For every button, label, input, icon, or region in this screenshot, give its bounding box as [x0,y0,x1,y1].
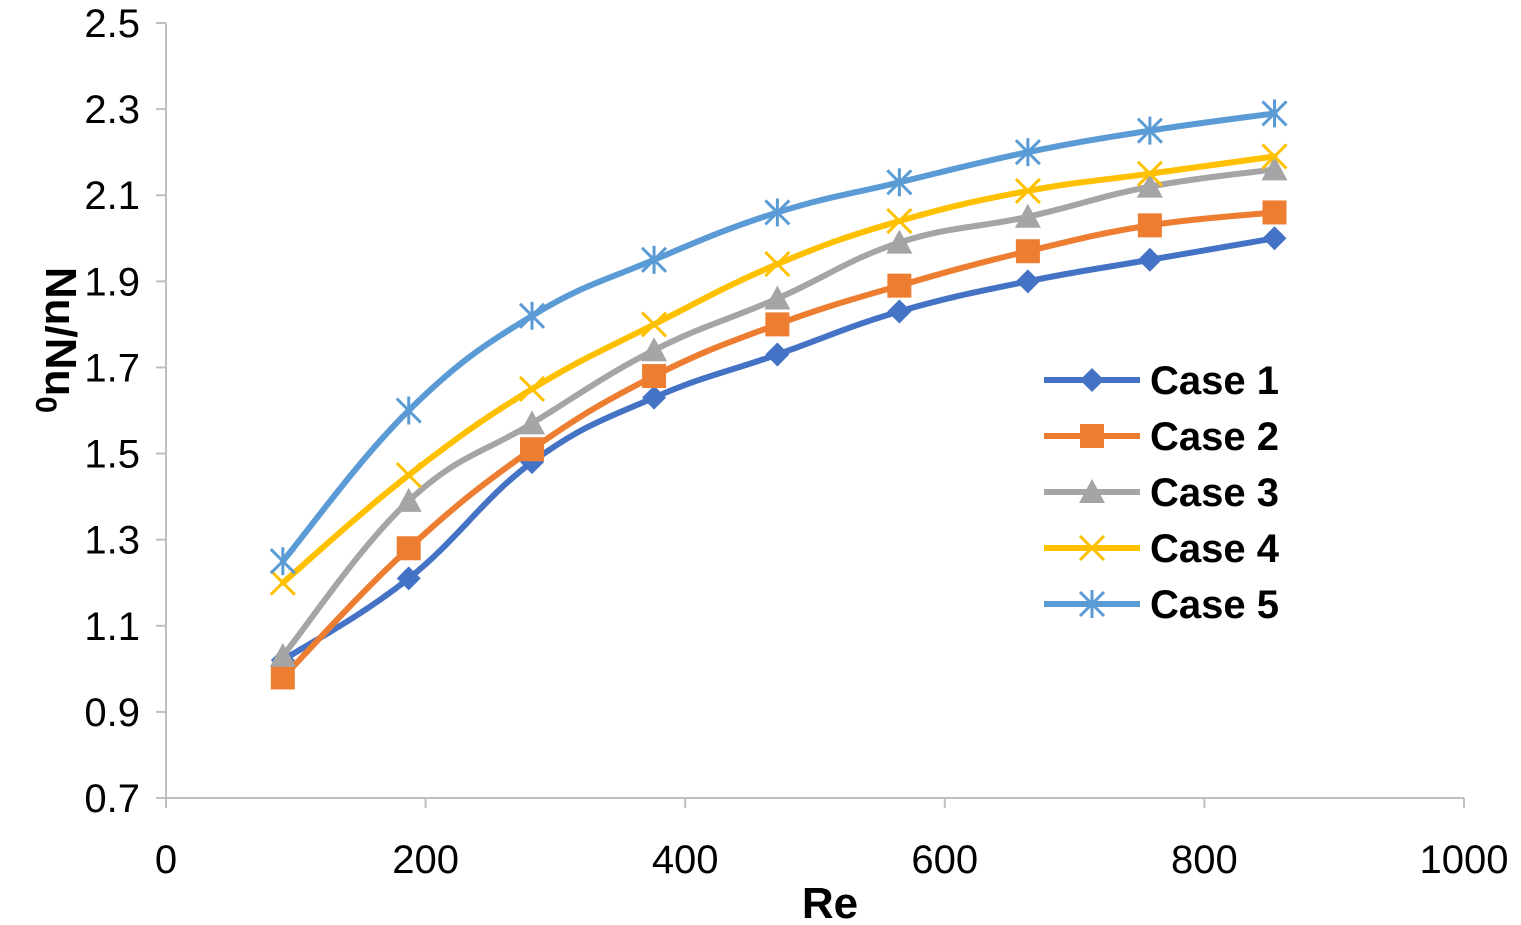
series-line-case-3 [279,166,1278,659]
y-tick-label: 1.9 [84,260,140,304]
data-point-case-3 [764,285,791,310]
data-point-case-5 [764,198,791,227]
data-point-case-2 [642,364,667,389]
data-point-case-1 [1015,269,1040,294]
data-point-case-3 [641,337,668,362]
y-tick-label: 0.9 [84,691,140,735]
x-axis-ticks: 0 200 400 600 800 1000 [155,798,1509,882]
chart-axes [165,23,1464,799]
y-tick-label: 1.3 [84,519,140,563]
data-point-case-1 [765,342,790,367]
legend-marker [1080,368,1104,392]
data-point-case-2 [396,536,421,561]
data-point-case-4 [1136,160,1163,187]
data-point-case-1 [396,566,421,591]
y-axis-title: Nu/Nu0 [29,267,85,413]
data-point-case-1 [1137,247,1162,272]
data-point-case-2 [1262,200,1287,225]
data-point-case-1 [642,385,667,410]
y-tick-label: 1.7 [84,346,140,390]
data-point-case-4 [518,375,546,403]
x-tick-label: 800 [1171,838,1238,882]
legend-item-case-1: Case 1 [1044,359,1279,403]
legend-item-case-3: Case 3 [1044,471,1279,515]
legend-label: Case 1 [1150,359,1279,403]
data-point-case-5 [518,301,546,330]
legend-label: Case 5 [1150,583,1279,627]
data-point-case-5 [1261,99,1288,128]
data-point-case-3 [1261,156,1288,181]
y-tick-label: 1.1 [84,605,140,649]
svg-text:Nu/Nu0: Nu/Nu0 [29,267,85,413]
data-point-case-4 [764,251,791,278]
data-point-case-2 [765,312,790,337]
data-point-case-4 [1014,177,1041,204]
x-tick-label: 0 [155,838,177,882]
legend-item-case-5: Case 5 [1044,583,1279,627]
legend-label: Case 4 [1150,527,1280,571]
data-point-case-2 [270,665,295,690]
data-point-case-3 [886,229,913,254]
x-tick-label: 200 [392,838,459,882]
series-line-case-2 [279,209,1278,681]
y-tick-label: 1.5 [84,433,140,477]
series-lines [279,110,1278,681]
data-point-case-5 [1136,116,1163,145]
data-point-case-2 [520,437,545,462]
y-tick-label: 2.3 [84,88,140,132]
data-point-case-5 [395,396,422,425]
data-point-case-5 [886,168,913,197]
legend-marker [1078,534,1106,562]
y-tick-label: 2.5 [84,2,140,46]
data-point-case-5 [1014,138,1041,167]
y-tick-label: 0.7 [84,777,140,821]
x-tick-label: 1000 [1420,838,1509,882]
data-point-case-4 [886,207,913,235]
x-tick-label: 400 [652,838,719,882]
legend-item-case-4: Case 4 [1044,527,1280,571]
data-point-case-2 [1015,239,1040,264]
data-point-case-5 [640,245,668,274]
data-point-case-1 [887,299,912,324]
x-tick-label: 600 [911,838,978,882]
legend-item-case-2: Case 2 [1044,415,1279,459]
legend-marker [1078,590,1106,618]
data-point-case-3 [1136,173,1163,198]
data-point-case-1 [1262,226,1287,251]
data-point-case-4 [640,311,668,338]
y-axis-ticks: 0.7 0.9 1.1 1.3 1.5 1.7 1.9 2.1 2.3 2.5 [84,2,166,821]
y-axis-title-subscript: 0 [29,396,62,413]
series-markers-case-4 [269,143,1288,596]
series-markers-case-5 [269,99,1288,576]
data-point-case-3 [269,642,296,667]
legend-marker [1080,424,1104,448]
data-point-case-4 [395,462,422,489]
data-point-case-2 [887,273,912,298]
x-axis-title: Re [802,879,858,925]
data-point-case-5 [269,547,296,576]
data-point-case-3 [1014,203,1041,228]
series-markers [269,99,1288,690]
series-line-case-5 [279,110,1278,565]
series-markers-case-2 [270,200,1287,690]
legend-label: Case 2 [1150,415,1279,459]
legend-marker [1079,479,1105,503]
data-point-case-4 [269,569,296,596]
chart-legend: Case 1 Case 2 Case 3 Case 4 Case 5 [1044,359,1280,627]
data-point-case-3 [519,410,546,435]
data-point-case-3 [395,487,422,512]
y-tick-label: 2.1 [84,174,140,218]
legend-label: Case 3 [1150,471,1279,515]
series-markers-case-3 [269,156,1288,667]
data-point-case-4 [1261,143,1288,170]
data-point-case-2 [1137,213,1162,238]
y-axis-title-main: Nu/Nu [36,267,85,397]
